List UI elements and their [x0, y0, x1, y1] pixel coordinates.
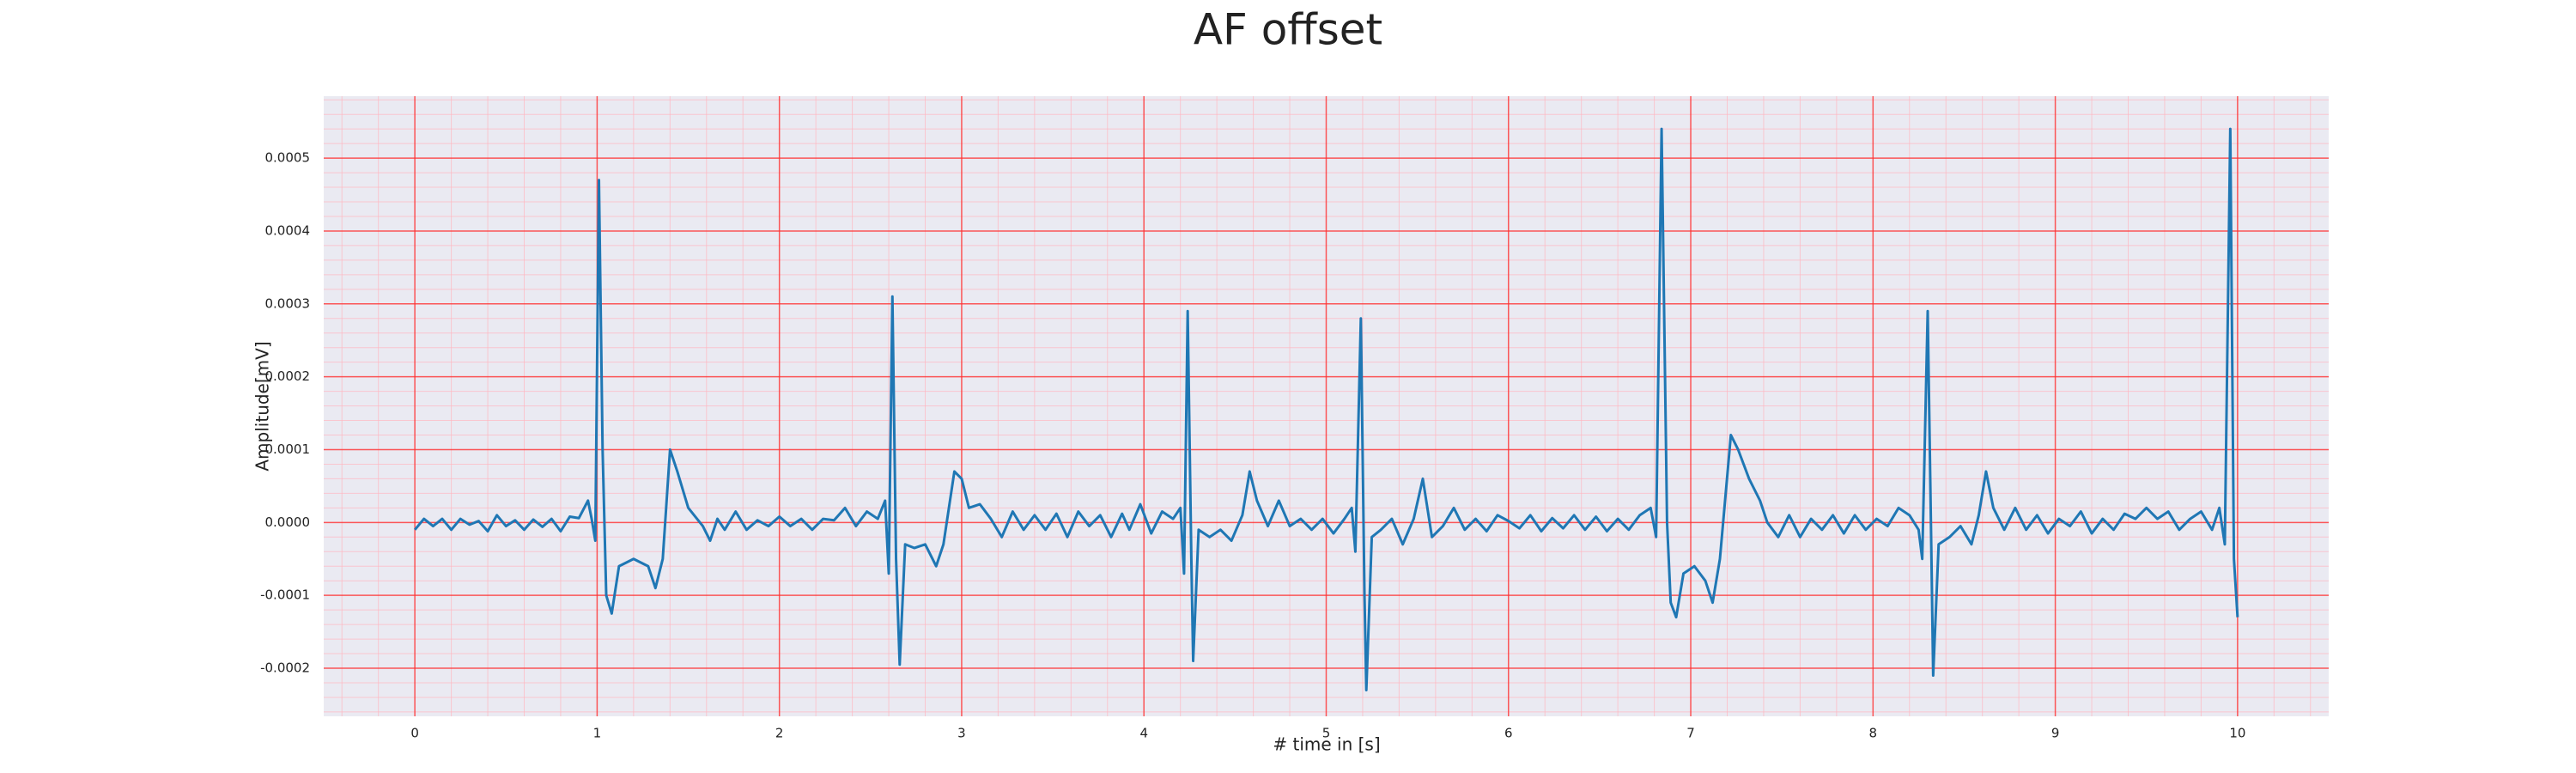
- y-tick-label: -0.0001: [260, 587, 310, 603]
- y-axis-label: Amplitude[mV]: [252, 341, 273, 471]
- y-tick-label: 0.0000: [265, 514, 311, 530]
- x-tick-label: 1: [593, 726, 602, 741]
- x-tick-label: 2: [775, 726, 784, 741]
- y-tick-label: -0.0002: [260, 660, 310, 676]
- x-tick-label: 4: [1139, 726, 1148, 741]
- x-tick-label: 8: [1869, 726, 1878, 741]
- y-tick-label: 0.0002: [265, 368, 311, 384]
- x-tick-label: 3: [957, 726, 966, 741]
- y-tick-label: 0.0005: [265, 150, 311, 166]
- y-tick-label: 0.0001: [265, 441, 311, 457]
- chart-title: AF offset: [1194, 5, 1382, 55]
- line: [413, 127, 2239, 691]
- x-tick-label: 7: [1686, 726, 1695, 741]
- marks: [413, 127, 2239, 691]
- y-tick-label: 0.0003: [265, 295, 311, 311]
- y-tick-label: 0.0004: [265, 222, 311, 238]
- x-tick-label: 0: [410, 726, 419, 741]
- x-tick-label: 5: [1322, 726, 1331, 741]
- x-tick-label: 9: [2051, 726, 2060, 741]
- x-tick-label: 10: [2229, 726, 2245, 741]
- x-tick-label: 6: [1504, 726, 1513, 741]
- x-axis-label: # time in [s]: [1273, 734, 1380, 755]
